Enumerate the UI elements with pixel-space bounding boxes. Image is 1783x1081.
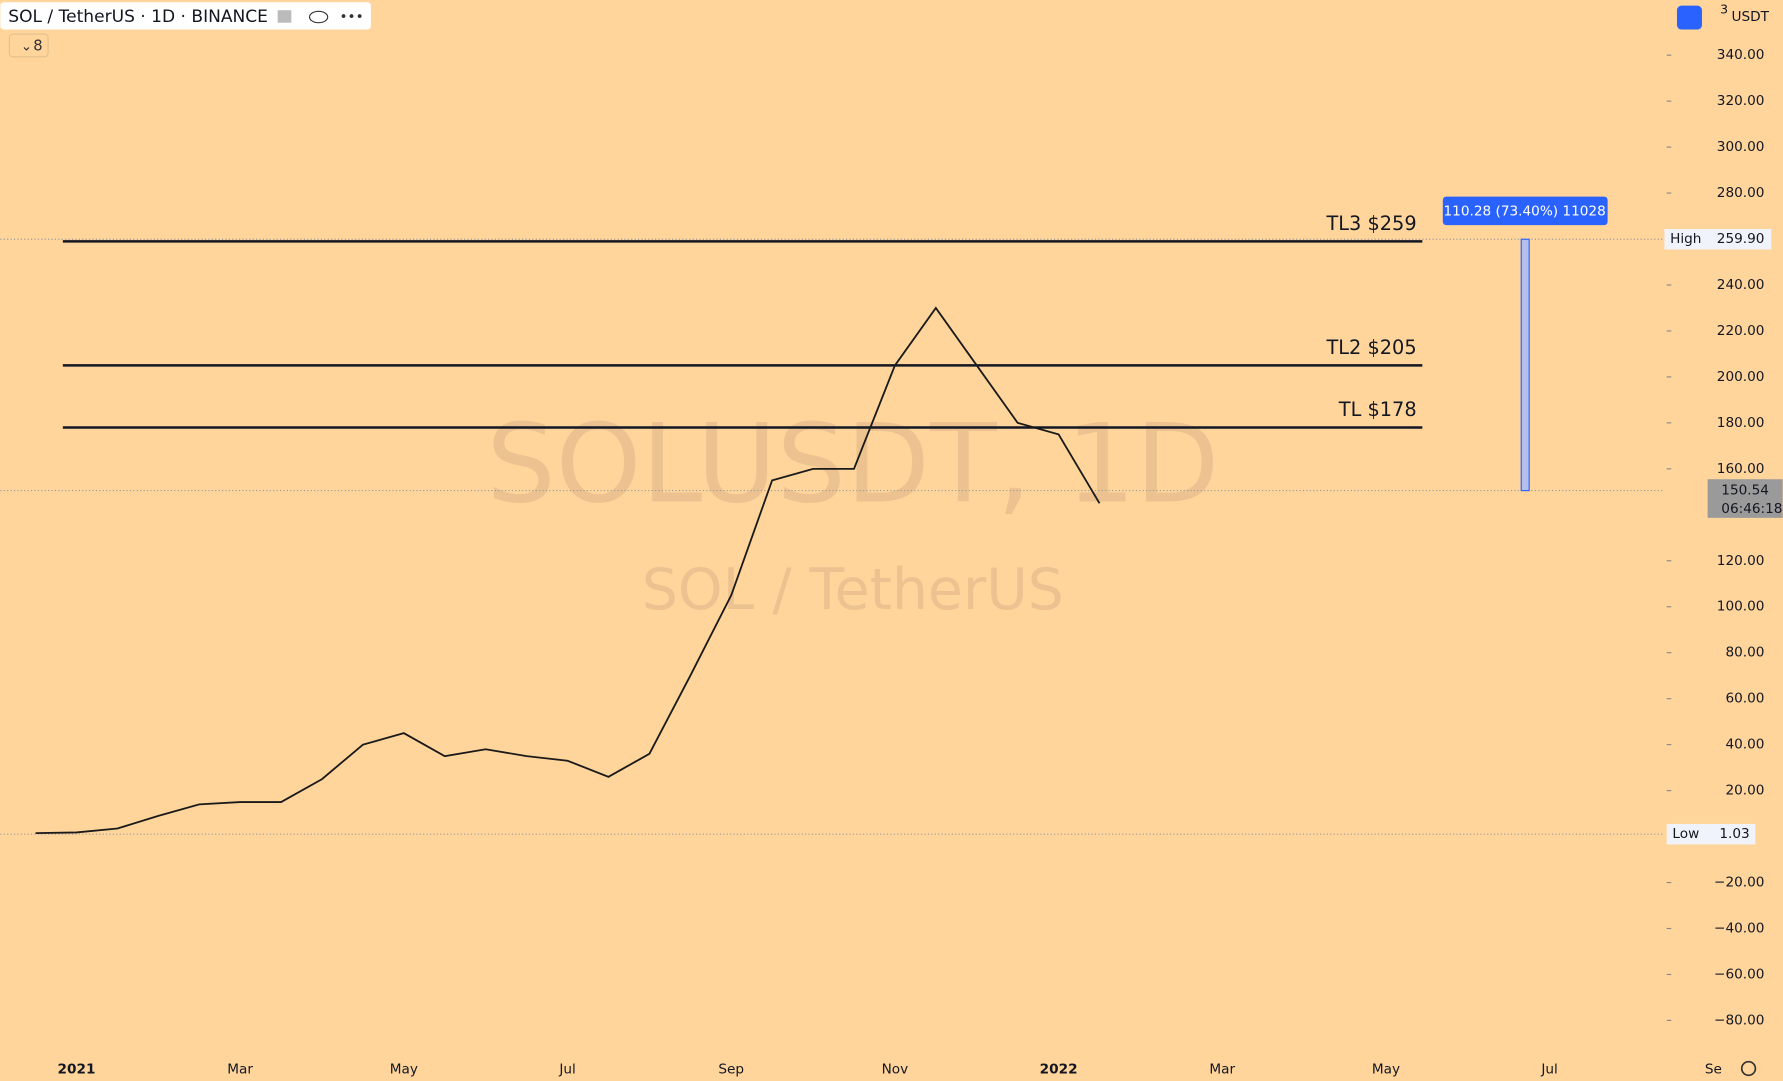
- watermark: SOLUSDT, 1D: [486, 401, 1219, 528]
- settings-button[interactable]: [1676, 5, 1702, 30]
- high-value: 259.90: [1717, 231, 1765, 247]
- gear-icon[interactable]: [1740, 1060, 1757, 1077]
- x-tick-label: 2022: [1040, 1062, 1078, 1078]
- countdown: 06:46:18: [1721, 501, 1782, 517]
- x-tick-label: Mar: [227, 1062, 253, 1078]
- y-tick-label: 240.00: [1717, 277, 1765, 293]
- y-tick-label: 180.00: [1717, 415, 1765, 431]
- y-tick-label: 300.00: [1717, 139, 1765, 155]
- price-line: [35, 306, 1101, 835]
- x-tick-label: May: [1372, 1062, 1400, 1078]
- measure-box: [1442, 196, 1608, 226]
- last-label-bg: [1707, 479, 1783, 518]
- currency: USDT: [1732, 9, 1770, 25]
- y-tick-label: 60.00: [1725, 691, 1764, 707]
- x-tick-label: Sep: [718, 1062, 744, 1078]
- chevron: ⌄: [21, 39, 32, 55]
- x-tick-label: 2021: [58, 1062, 96, 1078]
- y-tick-label: 340.00: [1717, 47, 1765, 63]
- symbol: SOL / TetherUS · 1D · BINANCE: [8, 7, 268, 27]
- y-tick-label: −60.00: [1714, 966, 1764, 982]
- scale-label: 3: [1720, 2, 1728, 17]
- low-label: Low: [1672, 826, 1699, 842]
- measure-range: [1520, 238, 1530, 492]
- y-tick-label: 120.00: [1717, 553, 1765, 569]
- y-tick-label: 280.00: [1717, 185, 1765, 201]
- y-tick-label: 320.00: [1717, 93, 1765, 109]
- indicators-toggle[interactable]: [8, 33, 49, 58]
- x-tick-label: Se: [1705, 1062, 1722, 1078]
- indicator-count: 8: [33, 38, 42, 55]
- y-tick-label: −20.00: [1714, 875, 1764, 891]
- low-value: 1.03: [1719, 826, 1749, 842]
- level-label: TL $178: [1338, 398, 1417, 421]
- y-tick-label: −80.00: [1714, 1012, 1764, 1028]
- last-value: 150.54: [1721, 483, 1769, 499]
- y-tick-label: 220.00: [1717, 323, 1765, 339]
- y-tick-label: 80.00: [1725, 645, 1764, 661]
- y-tick-label: 20.00: [1725, 783, 1764, 799]
- y-tick-label: 200.00: [1717, 369, 1765, 385]
- flag-icon[interactable]: [277, 10, 292, 23]
- x-tick-label: Jul: [1540, 1062, 1557, 1078]
- more-icon[interactable]: •••: [340, 9, 364, 25]
- eye-icon[interactable]: [308, 10, 329, 24]
- measure-label: 110.28 (73.40%) 11028: [1444, 203, 1606, 219]
- x-tick-label: May: [390, 1062, 418, 1078]
- y-tick-label: 160.00: [1717, 461, 1765, 477]
- high-label: High: [1670, 231, 1701, 247]
- y-tick-label: 40.00: [1725, 737, 1764, 753]
- low-label-bg: [1666, 823, 1756, 845]
- x-tick-label: Mar: [1209, 1062, 1235, 1078]
- y-tick-label: −40.00: [1714, 921, 1764, 937]
- high-label-bg: [1664, 229, 1772, 250]
- level-label: TL3 $259: [1326, 212, 1417, 235]
- y-tick-label: 100.00: [1717, 599, 1765, 615]
- plot: 340.00 320.00 300.00 280.00 240.00 220.00 200.…: [0, 47, 1783, 1078]
- x-tick-label: Jul: [558, 1062, 575, 1078]
- watermark: SOL / TetherUS: [642, 557, 1064, 623]
- level-label: TL2 $205: [1326, 336, 1417, 359]
- toolbar-icons: •••: [277, 9, 364, 25]
- x-tick-label: Nov: [882, 1062, 909, 1078]
